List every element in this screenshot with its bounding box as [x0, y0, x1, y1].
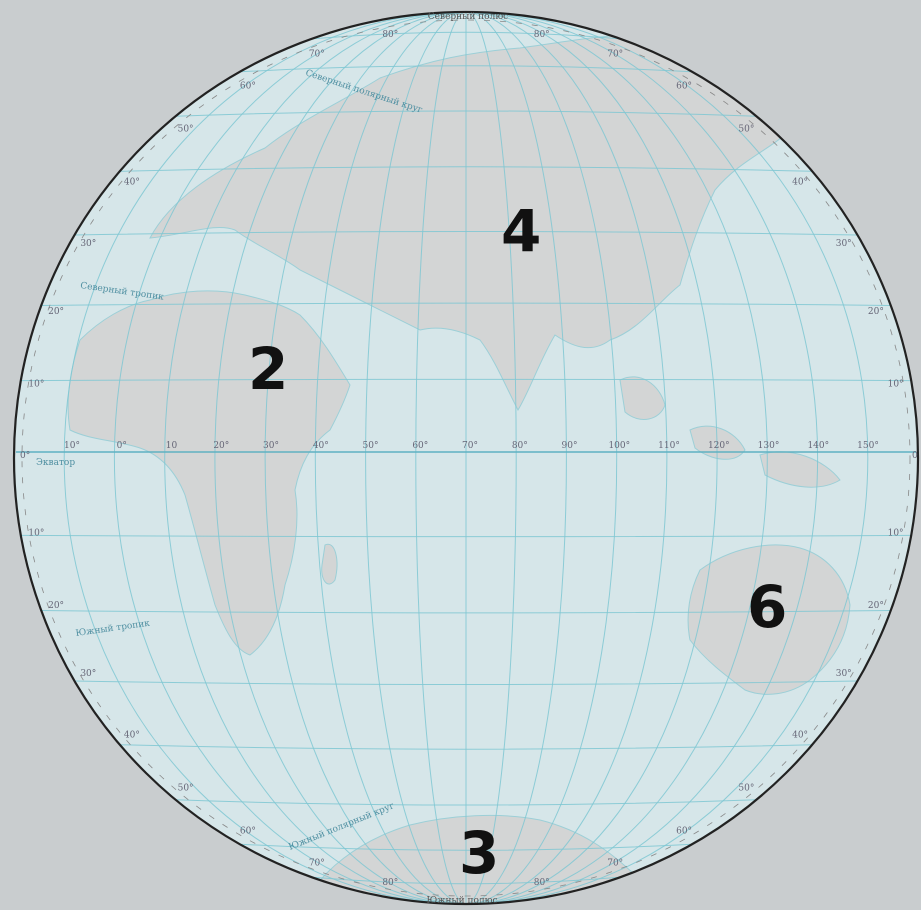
- parallel-line: [119, 166, 813, 172]
- right-latitude-label: 80°: [534, 30, 550, 40]
- region-number-eurasia: 4: [501, 197, 542, 265]
- madagascar: [321, 543, 338, 585]
- right-latitude-label: 30°: [836, 239, 852, 249]
- equator-longitude-label: 10: [166, 441, 178, 451]
- equator-longitude-label: 60°: [412, 441, 428, 451]
- parallel-line: [119, 744, 813, 750]
- left-latitude-label: 70°: [309, 858, 325, 868]
- parallel-line: [20, 378, 912, 382]
- parallel-line: [74, 231, 858, 236]
- equator-longitude-label: 70°: [462, 441, 478, 451]
- left-latitude-label: 10°: [28, 529, 44, 539]
- equator-longitude-label: 20°: [213, 441, 229, 451]
- left-latitude-label: 80°: [382, 878, 398, 888]
- meridian-line: [365, 12, 567, 904]
- parallel-line: [175, 799, 757, 806]
- parallel-line: [311, 876, 621, 885]
- meridian-line: [113, 12, 819, 904]
- right-latitude-label: 10°: [888, 529, 904, 539]
- edge-left-label: 0°: [20, 451, 30, 461]
- edge-right-label: 0: [912, 451, 918, 461]
- parallel-line: [41, 610, 891, 614]
- right-latitude-label: 10°: [888, 379, 904, 389]
- graticule: [20, 12, 912, 904]
- region-number-africa: 2: [248, 335, 289, 403]
- left-latitude-label: 10°: [28, 379, 44, 389]
- parallel-line: [175, 110, 757, 117]
- equator-label: Экватор: [36, 458, 75, 468]
- right-latitude-label: 50°: [738, 784, 754, 794]
- left-latitude-label: 80°: [382, 30, 398, 40]
- antarctica-landmass: [299, 814, 641, 904]
- meridian-line: [63, 12, 869, 904]
- equator-longitude-label: 0°: [117, 441, 127, 451]
- equator-longitude-label: 40°: [313, 441, 329, 451]
- right-latitude-label: 60°: [676, 81, 692, 91]
- left-latitude-label: 40°: [124, 731, 140, 741]
- right-latitude-label: 40°: [792, 177, 808, 187]
- left-latitude-label: 60°: [240, 827, 256, 837]
- left-latitude-label: 70°: [309, 50, 325, 60]
- meridian-line: [214, 12, 718, 904]
- right-latitude-label: 20°: [868, 601, 884, 611]
- right-latitude-label: 70°: [607, 858, 623, 868]
- equator-longitude-label: 100°: [608, 441, 630, 451]
- meridian-line: [164, 12, 768, 904]
- equator-longitude-label: 120°: [708, 441, 730, 451]
- right-latitude-label: 30°: [836, 669, 852, 679]
- region-number-antarctica: 3: [459, 819, 500, 887]
- equator-longitude-labels: 10° 0° 10 20° 30° 40° 50° 60° 70° 80° 90° 100° 110° 1…: [64, 441, 879, 451]
- parallel-line: [41, 302, 891, 306]
- map-border: [12, 10, 920, 906]
- right-latitude-label: 40°: [792, 731, 808, 741]
- left-latitude-label: 50°: [178, 784, 194, 794]
- meridian-line: [415, 12, 517, 904]
- left-latitude-label: 20°: [48, 307, 64, 317]
- edge-latitude-labels: 80°70°60°50°40°30°20°10°10°20°30°40°50°6…: [28, 30, 903, 888]
- right-latitude-label: 20°: [868, 307, 884, 317]
- parallel-line: [239, 843, 693, 851]
- left-latitude-label: 20°: [48, 601, 64, 611]
- left-latitude-label: 40°: [124, 177, 140, 187]
- north-pole-label: Северный полюс: [428, 12, 508, 22]
- equator-longitude-label: 10°: [64, 441, 80, 451]
- equator-longitude-label: 50°: [363, 441, 379, 451]
- right-latitude-label: 60°: [676, 827, 692, 837]
- parallel-line: [311, 31, 621, 40]
- meridian-line: [264, 12, 668, 904]
- equator-longitude-label: 130°: [758, 441, 780, 451]
- parallel-line: [20, 534, 912, 538]
- region-number-australia: 6: [747, 573, 788, 641]
- right-latitude-label: 70°: [607, 50, 623, 60]
- equator-longitude-label: 90°: [562, 441, 578, 451]
- meridian-line: [314, 12, 618, 904]
- right-latitude-label: 80°: [534, 878, 550, 888]
- equator-longitude-label: 150°: [857, 441, 879, 451]
- left-latitude-label: 50°: [178, 124, 194, 134]
- equator-longitude-label: 30°: [263, 441, 279, 451]
- left-latitude-label: 30°: [80, 239, 96, 249]
- right-latitude-label: 50°: [738, 124, 754, 134]
- parallel-line: [74, 680, 858, 685]
- equator-longitude-label: 140°: [807, 441, 829, 451]
- africa-landmass: [67, 290, 351, 656]
- map-border-scale: [21, 19, 911, 897]
- equator-longitude-label: 110°: [658, 441, 680, 451]
- left-latitude-label: 30°: [80, 669, 96, 679]
- left-latitude-label: 60°: [240, 81, 256, 91]
- south-pole-label: Южный полюс: [426, 896, 497, 906]
- parallel-line: [239, 65, 693, 73]
- equator-longitude-label: 80°: [512, 441, 528, 451]
